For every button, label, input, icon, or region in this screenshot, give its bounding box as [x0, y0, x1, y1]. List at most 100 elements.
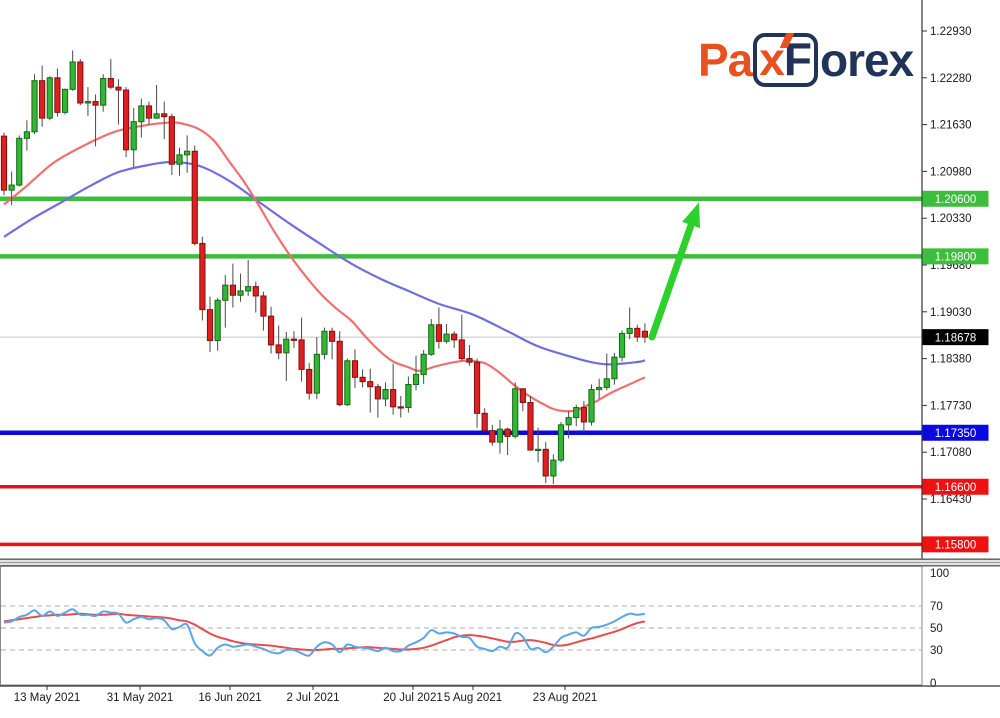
date-tick-label: 20 Jul 2021: [383, 692, 442, 704]
bearish-candle: [374, 386, 381, 400]
price-tick-label: 1.20980: [930, 166, 972, 178]
price-badge: 1.15800: [922, 536, 989, 553]
bearish-candle: [390, 389, 397, 408]
bearish-candle: [0, 135, 8, 191]
bullish-candle: [31, 80, 38, 133]
bullish-candle: [46, 77, 53, 119]
date-tick-label: 31 May 2021: [107, 692, 174, 704]
price-badge-label: 1.17350: [935, 428, 977, 440]
bearish-candle: [397, 406, 404, 409]
rsi-axis: 100 70 50 30 0: [930, 568, 949, 690]
bearish-candle: [458, 339, 465, 360]
price-badge: 1.16600: [922, 478, 989, 495]
bearish-candle: [122, 89, 130, 151]
bullish-candle: [565, 417, 572, 426]
price-tick-label: 1.16430: [930, 494, 972, 506]
bullish-candle: [138, 105, 145, 123]
price-tick-label: 1.22280: [930, 73, 972, 85]
bullish-candle: [61, 88, 69, 113]
price-badge-label: 1.15800: [935, 540, 977, 552]
bearish-candle: [298, 339, 305, 370]
date-tick-label: 13 May 2021: [14, 692, 81, 704]
bullish-candle: [588, 389, 595, 423]
bullish-candle: [23, 131, 30, 139]
date-tick-label: 16 Jun 2021: [198, 692, 261, 704]
bearish-candle: [161, 113, 168, 118]
bullish-candle: [214, 299, 221, 342]
bearish-candle: [580, 407, 587, 423]
bearish-candle: [191, 150, 198, 244]
bullish-candle: [69, 61, 76, 90]
candles-layer: [0, 50, 649, 484]
ma-fast-red-line: [3, 121, 646, 413]
price-tick-label: 1.17080: [930, 447, 972, 459]
bullish-candle: [84, 101, 92, 104]
bearish-candle: [489, 430, 496, 443]
bearish-candle: [54, 77, 61, 113]
bullish-candle: [535, 448, 542, 452]
panel-splitter[interactable]: [0, 558, 1000, 567]
bearish-candle: [145, 105, 153, 119]
price-tick-label: 1.18380: [930, 354, 972, 366]
price-tick-label: 1.22930: [930, 26, 972, 38]
bearish-candle: [466, 358, 473, 363]
bearish-candle: [267, 315, 275, 346]
bearish-candle: [504, 428, 511, 437]
logo-text-orex: orex: [819, 34, 914, 86]
price-axis: 1.229301.222801.216301.209801.203301.196…: [921, 0, 972, 559]
price-badge: 1.17350: [922, 424, 989, 441]
bearish-candle: [168, 116, 175, 165]
bullish-candle: [618, 332, 626, 358]
rsi-tick-label: 30: [930, 645, 943, 657]
bullish-candle: [184, 150, 191, 156]
price-badge: 1.19800: [922, 248, 989, 265]
rsi-tick-label: 50: [930, 623, 943, 635]
bullish-candle: [245, 286, 252, 292]
date-tick-label: 2 Jul 2021: [286, 692, 339, 704]
bullish-candle: [626, 327, 633, 334]
bearish-candle: [367, 381, 374, 388]
bullish-candle: [8, 184, 15, 191]
bearish-candle: [542, 448, 549, 477]
bullish-candle: [496, 428, 504, 443]
bullish-candle: [443, 333, 450, 342]
bearish-candle: [229, 284, 237, 296]
bullish-candle: [382, 389, 389, 400]
bullish-candle: [550, 459, 557, 477]
bearish-candle: [351, 360, 359, 378]
bullish-candle: [100, 78, 107, 106]
bullish-candle: [573, 407, 580, 419]
bearish-candle: [641, 330, 649, 338]
price-tick-label: 1.17730: [930, 400, 972, 412]
rsi-panel: [0, 566, 923, 686]
bearish-candle: [473, 361, 481, 414]
date-tick-label: 23 Aug 2021: [533, 692, 598, 704]
date-tick-label: 5 Aug 2021: [444, 692, 502, 704]
rsi-tick-label: 0: [930, 678, 936, 690]
bearish-candle: [435, 324, 443, 342]
bearish-candle: [77, 61, 84, 104]
bearish-candle: [275, 344, 282, 354]
ma-slow-blue-line: [3, 160, 646, 366]
bullish-candle: [603, 378, 610, 388]
price-tick-label: 1.20330: [930, 213, 972, 225]
bearish-candle: [115, 86, 122, 91]
bearish-candle: [451, 333, 458, 341]
bullish-candle: [512, 388, 519, 437]
price-badge: 1.18678: [922, 329, 989, 346]
bullish-candle: [237, 290, 244, 296]
price-badge: 1.20600: [922, 190, 989, 207]
rsi-tick-label: 70: [930, 601, 943, 613]
bearish-candle: [290, 338, 298, 341]
price-badge-label: 1.16600: [935, 482, 977, 494]
bearish-candle: [252, 286, 259, 297]
bullish-candle: [596, 386, 603, 391]
bullish-candle: [313, 353, 320, 394]
up-trend-arrow: [648, 202, 701, 341]
bearish-candle: [359, 376, 366, 383]
logo-text-pa: Pa: [698, 34, 753, 86]
bullish-candle: [344, 360, 351, 406]
